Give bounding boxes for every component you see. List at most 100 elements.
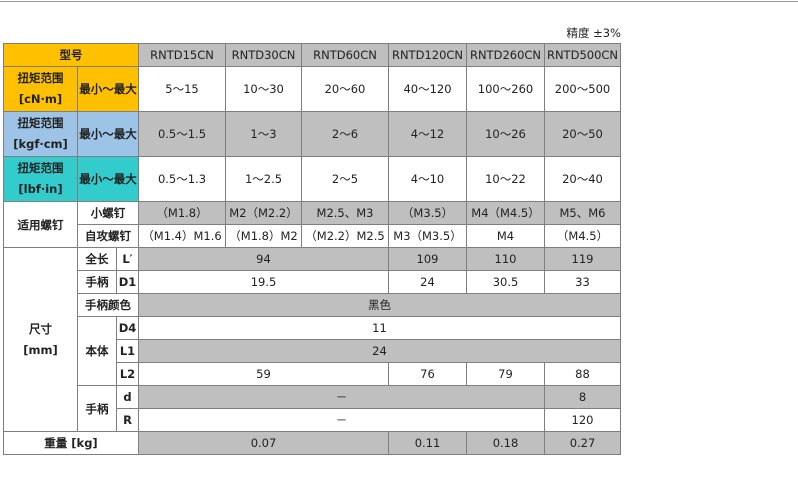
table-cell: M2.5、M3 [301, 201, 389, 225]
range-label: 最小～最大 [77, 66, 139, 112]
unit-label: [lbf·in] [18, 182, 63, 196]
handle-color-label: 手柄颜色 [77, 293, 139, 317]
table-cell: 黑色 [138, 293, 621, 317]
torque-lbfin-row: 扭矩范围 [lbf·in] 最小～最大 0.5～1.3 1～2.5 2～5 4～1… [3, 156, 621, 202]
table-cell: 40～120 [388, 66, 467, 112]
table-cell: 2～6 [301, 111, 389, 157]
col-header: RNTD500CN [544, 43, 621, 67]
table-cell: 8 [544, 385, 621, 409]
torque-cnm-row: 扭矩范围 [cN·m] 最小～最大 5～15 10～30 20～60 40～120… [3, 66, 621, 112]
table-cell: 0.11 [388, 431, 467, 455]
table-cell: 0.5～1.5 [138, 111, 226, 157]
range-label: 最小～最大 [77, 111, 139, 157]
table-cell: （M3.5） [388, 201, 467, 225]
table-cell: 0.27 [544, 431, 621, 455]
table-cell: 109 [388, 247, 467, 271]
small-screw-row: 适用螺钉 小螺钉 （M1.8） M2（M2.2） M2.5、M3 （M3.5） … [3, 201, 621, 248]
col-header: RNTD60CN [301, 43, 389, 67]
spec-table: 型号 RNTD15CN RNTD30CN RNTD60CN RNTD120CN … [3, 43, 621, 455]
top-divider-line [0, 1, 798, 2]
table-cell: 0.5～1.3 [138, 156, 226, 202]
table-cell: 4～12 [388, 111, 467, 157]
dims-unit: [mm] [23, 342, 58, 357]
col-header: RNTD15CN [138, 43, 226, 67]
table-cell: （M1.4）M1.6 [138, 224, 226, 248]
table-cell: （M1.8） [138, 201, 226, 225]
total-length-symbol: L′ [116, 247, 139, 271]
table-cell: 1～2.5 [225, 156, 302, 202]
table-cell: 24 [138, 339, 621, 363]
body-l1-row: L1 24 [4, 339, 621, 363]
table-cell: 120 [544, 408, 621, 432]
total-length-label: 全长 [77, 247, 117, 271]
torque-cnm-label: 扭矩范围 [cN·m] [3, 66, 78, 112]
table-cell: 76 [388, 362, 467, 386]
torque-label: 扭矩范围 [17, 116, 64, 130]
table-cell: M4 [466, 224, 545, 248]
table-cell: 20～50 [544, 111, 621, 157]
total-length-row: 尺寸 [mm] 全长 L′ 94 109 110 119 [3, 247, 621, 432]
body-l1-symbol: L1 [116, 339, 139, 363]
tapping-screw-row: 自攻螺钉 （M1.4）M1.6 （M1.8）M2 （M2.2）M2.5 M3（M… [4, 224, 621, 248]
dims-title: 尺寸 [29, 321, 52, 336]
table-cell: 5～15 [138, 66, 226, 112]
torque-label: 扭矩范围 [17, 71, 64, 85]
table-cell: 100～260 [466, 66, 545, 112]
handle-color-row: 手柄颜色 黑色 [4, 293, 621, 317]
table-cell: （M4.5） [544, 224, 621, 248]
table-cell: 200～500 [544, 66, 621, 112]
dims-label: 尺寸 [mm] [3, 247, 78, 432]
table-cell: 1～3 [225, 111, 302, 157]
tapping-screw-label: 自攻螺钉 [77, 224, 139, 248]
body-l2-symbol: L2 [116, 362, 139, 386]
handle-d1-label: 手柄 [77, 270, 117, 294]
screws-label: 适用螺钉 [3, 201, 78, 248]
range-label: 最小～最大 [77, 156, 139, 202]
table-cell: 110 [466, 247, 545, 271]
handle-d1-symbol: D1 [116, 270, 139, 294]
table-cell: 59 [138, 362, 389, 386]
table-cell: 0.18 [466, 431, 545, 455]
torque-label: 扭矩范围 [17, 161, 64, 175]
handle-d-symbol: d [116, 385, 139, 409]
table-cell: （M2.2）M2.5 [301, 224, 389, 248]
handle-label: 手柄 [77, 385, 117, 432]
body-label: 本体 [77, 316, 117, 386]
precision-note: 精度 ±3% [566, 26, 621, 40]
table-cell: 79 [466, 362, 545, 386]
unit-label: [kgf·cm] [13, 137, 68, 151]
table-cell: 11 [138, 316, 621, 340]
table-cell: 19.5 [138, 270, 389, 294]
col-header: RNTD120CN [388, 43, 467, 67]
table-cell: 30.5 [466, 270, 545, 294]
table-cell: 33 [544, 270, 621, 294]
weight-row: 重量 [kg] 0.07 0.11 0.18 0.27 [3, 431, 621, 455]
torque-kgfcm-row: 扭矩范围 [kgf·cm] 最小～最大 0.5～1.5 1～3 2～6 4～12 … [3, 111, 621, 157]
table-cell: M5、M6 [544, 201, 621, 225]
torque-lbfin-label: 扭矩范围 [lbf·in] [3, 156, 78, 202]
table-cell: 10～22 [466, 156, 545, 202]
handle-r-symbol: R [116, 408, 139, 432]
table-cell: 94 [138, 247, 389, 271]
body-d4-symbol: D4 [116, 316, 139, 340]
table-cell: 4～10 [388, 156, 467, 202]
handle-d1-row: 手柄 D1 19.5 24 30.5 33 [4, 270, 621, 294]
table-cell: 119 [544, 247, 621, 271]
table-cell: M4（M4.5） [466, 201, 545, 225]
torque-kgfcm-label: 扭矩范围 [kgf·cm] [3, 111, 78, 157]
table-cell: 0.07 [138, 431, 389, 455]
table-cell: － [138, 385, 545, 409]
table-cell: 10～30 [225, 66, 302, 112]
handle-r-row: R － 120 [4, 408, 621, 432]
col-header: RNTD30CN [225, 43, 302, 67]
table-cell: （M1.8）M2 [225, 224, 302, 248]
body-d4-row: 本体 D4 11 [4, 316, 621, 386]
table-cell: － [138, 408, 545, 432]
table-cell: 24 [388, 270, 467, 294]
table-cell: M2（M2.2） [225, 201, 302, 225]
small-screw-label: 小螺钉 [77, 201, 139, 225]
col-header: RNTD260CN [466, 43, 545, 67]
unit-label: [cN·m] [18, 92, 63, 106]
table-cell: M3（M3.5） [388, 224, 467, 248]
model-header: 型号 [3, 43, 139, 67]
